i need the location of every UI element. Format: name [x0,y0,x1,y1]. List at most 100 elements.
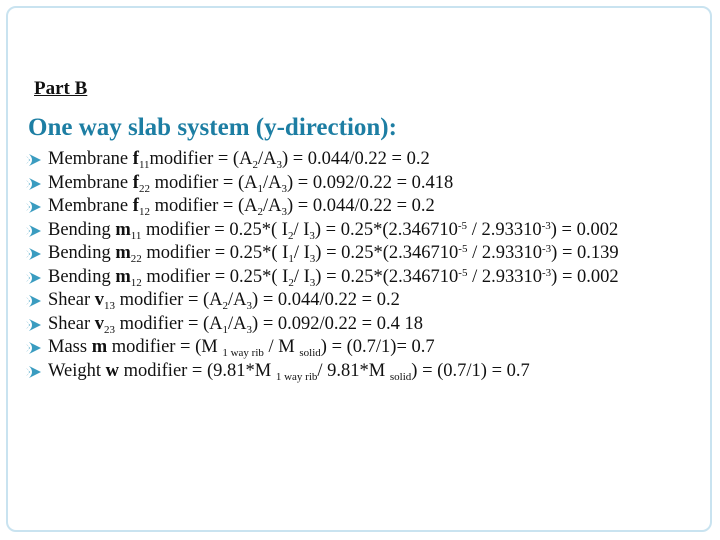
section-title: Part B [34,78,88,99]
text-segment: m [115,243,131,263]
bullet-item: Shear v13 modifier = (A2/A3) = 0.044/0.2… [18,289,638,313]
text-segment: ) = 0.002 [550,219,619,240]
text-segment: -3 [541,219,551,232]
text-segment: ) = 0.25*(2.346710 [315,243,459,263]
text-segment: /A [228,313,247,334]
text-segment: -5 [457,219,468,232]
text-segment: Membrane [48,149,133,169]
text-segment: 2 [252,159,258,171]
text-segment: Membrane [48,172,133,193]
text-segment: 11 [130,229,142,242]
text-segment: modifier = (A [115,290,223,310]
bullet-item: Membrane f11modifier = (A2/A3) = 0.044/0… [18,148,638,172]
bullet-icon [26,342,41,354]
text-segment: ) = 0.25*(2.346710 [315,266,459,287]
bullet-item: Shear v23 modifier = (A1/A3) = 0.092/0.2… [18,313,638,337]
text-segment: Shear [48,290,95,310]
text-segment: modifier = (A [115,313,223,334]
text-segment: -5 [458,266,468,279]
bullet-item: Mass m modifier = (M 1 way rib / M solid… [18,336,638,360]
text-segment: solid [299,347,321,359]
text-segment: solid [389,370,412,383]
text-segment: f [132,149,139,169]
text-segment: Membrane [48,196,133,216]
text-segment: 3 [246,300,253,312]
bullet-item: Bending m22 modifier = 0.25*( I1/ I3) = … [18,242,638,266]
text-segment: ) = (0.7/1) = 0.7 [411,360,530,381]
text-segment: 2 [222,300,229,312]
text-segment: -3 [541,243,552,255]
text-segment: 3 [276,159,282,171]
bullet-list: Membrane f11modifier = (A2/A3) = 0.044/0… [18,148,638,383]
text-segment: v [94,290,104,310]
text-segment: / 2.93310 [467,243,542,263]
text-segment: Mass [48,337,92,357]
text-segment: / 2.93310 [467,266,542,287]
text-segment: modifier = (A [149,172,258,193]
bullet-icon [26,295,41,307]
bullet-icon [26,271,41,284]
bullet-item: Bending m11 modifier = 0.25*( I2/ I3) = … [18,219,638,243]
text-segment: -3 [541,266,552,279]
text-segment: m [91,337,108,357]
text-segment: 2 [257,206,263,218]
text-segment: 3 [281,206,287,218]
text-segment: ) = 0.139 [551,243,619,263]
text-segment: Bending [48,243,116,263]
text-segment: m [115,266,131,287]
bullet-item: Membrane f22 modifier = (A1/A3) = 0.092/… [18,172,638,196]
text-segment: /A [228,290,247,310]
text-segment: modifier = 0.25*( I [141,266,289,287]
bullet-item: Bending m12 modifier = 0.25*( I2/ I3) = … [18,266,638,290]
text-segment: w [105,360,119,381]
bullet-item: Weight w modifier = (9.81*M 1 way rib/ 9… [18,360,638,384]
slide-heading: One way slab system (y-direction): [28,114,397,141]
text-segment: f [132,172,139,193]
text-segment: 3 [309,253,316,265]
text-segment: 3 [309,229,315,242]
text-segment: Shear [48,313,95,334]
text-segment: 22 [130,253,142,265]
text-segment: Weight [48,360,106,381]
text-segment: 1 way rib [222,347,264,359]
text-segment: modifier = (9.81*M [118,360,276,381]
bullet-item: Membrane f12 modifier = (A2/A3) = 0.044/… [18,195,638,219]
text-segment: 1 way rib [275,370,318,383]
text-segment: m [115,219,131,240]
text-segment: 23 [104,323,115,336]
text-segment: ) = 0.044/0.22 = 0.2 [281,149,430,169]
text-segment: modifier = 0.25*( I [141,243,289,263]
text-segment: 2 [288,276,294,289]
text-segment: modifier = (M [107,337,223,357]
bullet-icon [26,318,41,331]
text-segment: 3 [281,182,287,195]
bullet-icon [26,365,41,378]
text-segment: / 2.93310 [467,219,542,240]
text-segment: 11 [138,159,150,171]
text-segment: / 9.81*M [317,360,390,381]
text-segment: modifier = (A [149,149,253,169]
text-segment: -5 [458,243,468,255]
text-segment: 3 [309,276,316,289]
bullet-icon [26,154,41,166]
text-segment: / I [293,219,310,240]
text-segment: /A [262,196,282,216]
text-segment: v [94,313,104,334]
text-segment: 1 [257,182,263,195]
text-segment: / M [263,337,300,357]
text-segment: 12 [130,276,142,289]
text-segment: 22 [138,182,150,195]
text-segment: Bending [48,266,116,287]
text-segment: f [132,196,139,216]
text-segment: Bending [48,219,116,240]
text-segment: / I [293,266,310,287]
bullet-icon [26,248,41,260]
text-segment: ) = 0.044/0.22 = 0.2 [286,196,435,216]
text-segment: ) = 0.002 [551,266,619,287]
text-segment: 3 [246,323,253,336]
text-segment: / I [293,243,310,263]
bullet-icon [26,177,41,190]
text-segment: 1 [222,323,229,336]
text-segment: 2 [287,229,294,242]
